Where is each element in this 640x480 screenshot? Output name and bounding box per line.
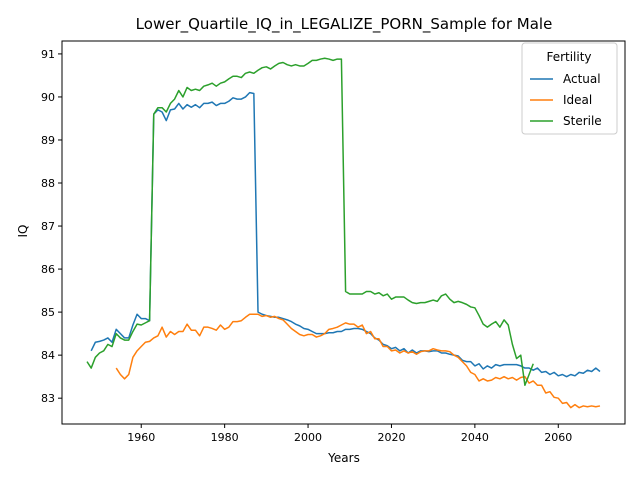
- y-tick-label: 89: [41, 134, 55, 147]
- plot-frame: [61, 40, 626, 425]
- x-tick-label: 2000: [294, 431, 322, 444]
- y-axis: 83 84 85 86 87 88 89 90 91: [41, 48, 62, 405]
- chart-title: Lower_Quartile_IQ_in_LEGALIZE_PORN_Sampl…: [136, 15, 553, 34]
- series-lines: [86, 57, 601, 409]
- legend-box: [521, 42, 618, 135]
- legend-items: Actual Ideal Sterile: [530, 72, 602, 128]
- y-axis-label: IQ: [16, 225, 30, 238]
- y-tick-label: 87: [41, 220, 55, 233]
- x-axis-label: Years: [327, 451, 360, 465]
- series-line-actual: [90, 91, 601, 378]
- y-tick-label: 85: [41, 306, 55, 319]
- y-tick-label: 90: [41, 91, 55, 104]
- legend: Fertility Actual Ideal Sterile: [521, 42, 618, 135]
- legend-title: Fertility: [546, 50, 591, 64]
- x-tick-label: 1980: [211, 431, 239, 444]
- legend-label-actual: Actual: [563, 72, 601, 86]
- y-tick-label: 83: [41, 392, 55, 405]
- y-tick-label: 86: [41, 263, 55, 276]
- legend-label-sterile: Sterile: [563, 114, 602, 128]
- x-tick-label: 1960: [127, 431, 155, 444]
- y-tick-label: 84: [41, 349, 55, 362]
- legend-label-ideal: Ideal: [563, 93, 592, 107]
- x-tick-label: 2020: [377, 431, 405, 444]
- series-line-sterile: [86, 57, 534, 387]
- y-tick-label: 88: [41, 177, 55, 190]
- series-line-ideal: [115, 313, 601, 409]
- y-tick-label: 91: [41, 48, 55, 61]
- x-tick-label: 2060: [544, 431, 572, 444]
- x-axis: 1960 1980 2000 2020 2040 2060: [127, 424, 572, 444]
- x-tick-label: 2040: [461, 431, 489, 444]
